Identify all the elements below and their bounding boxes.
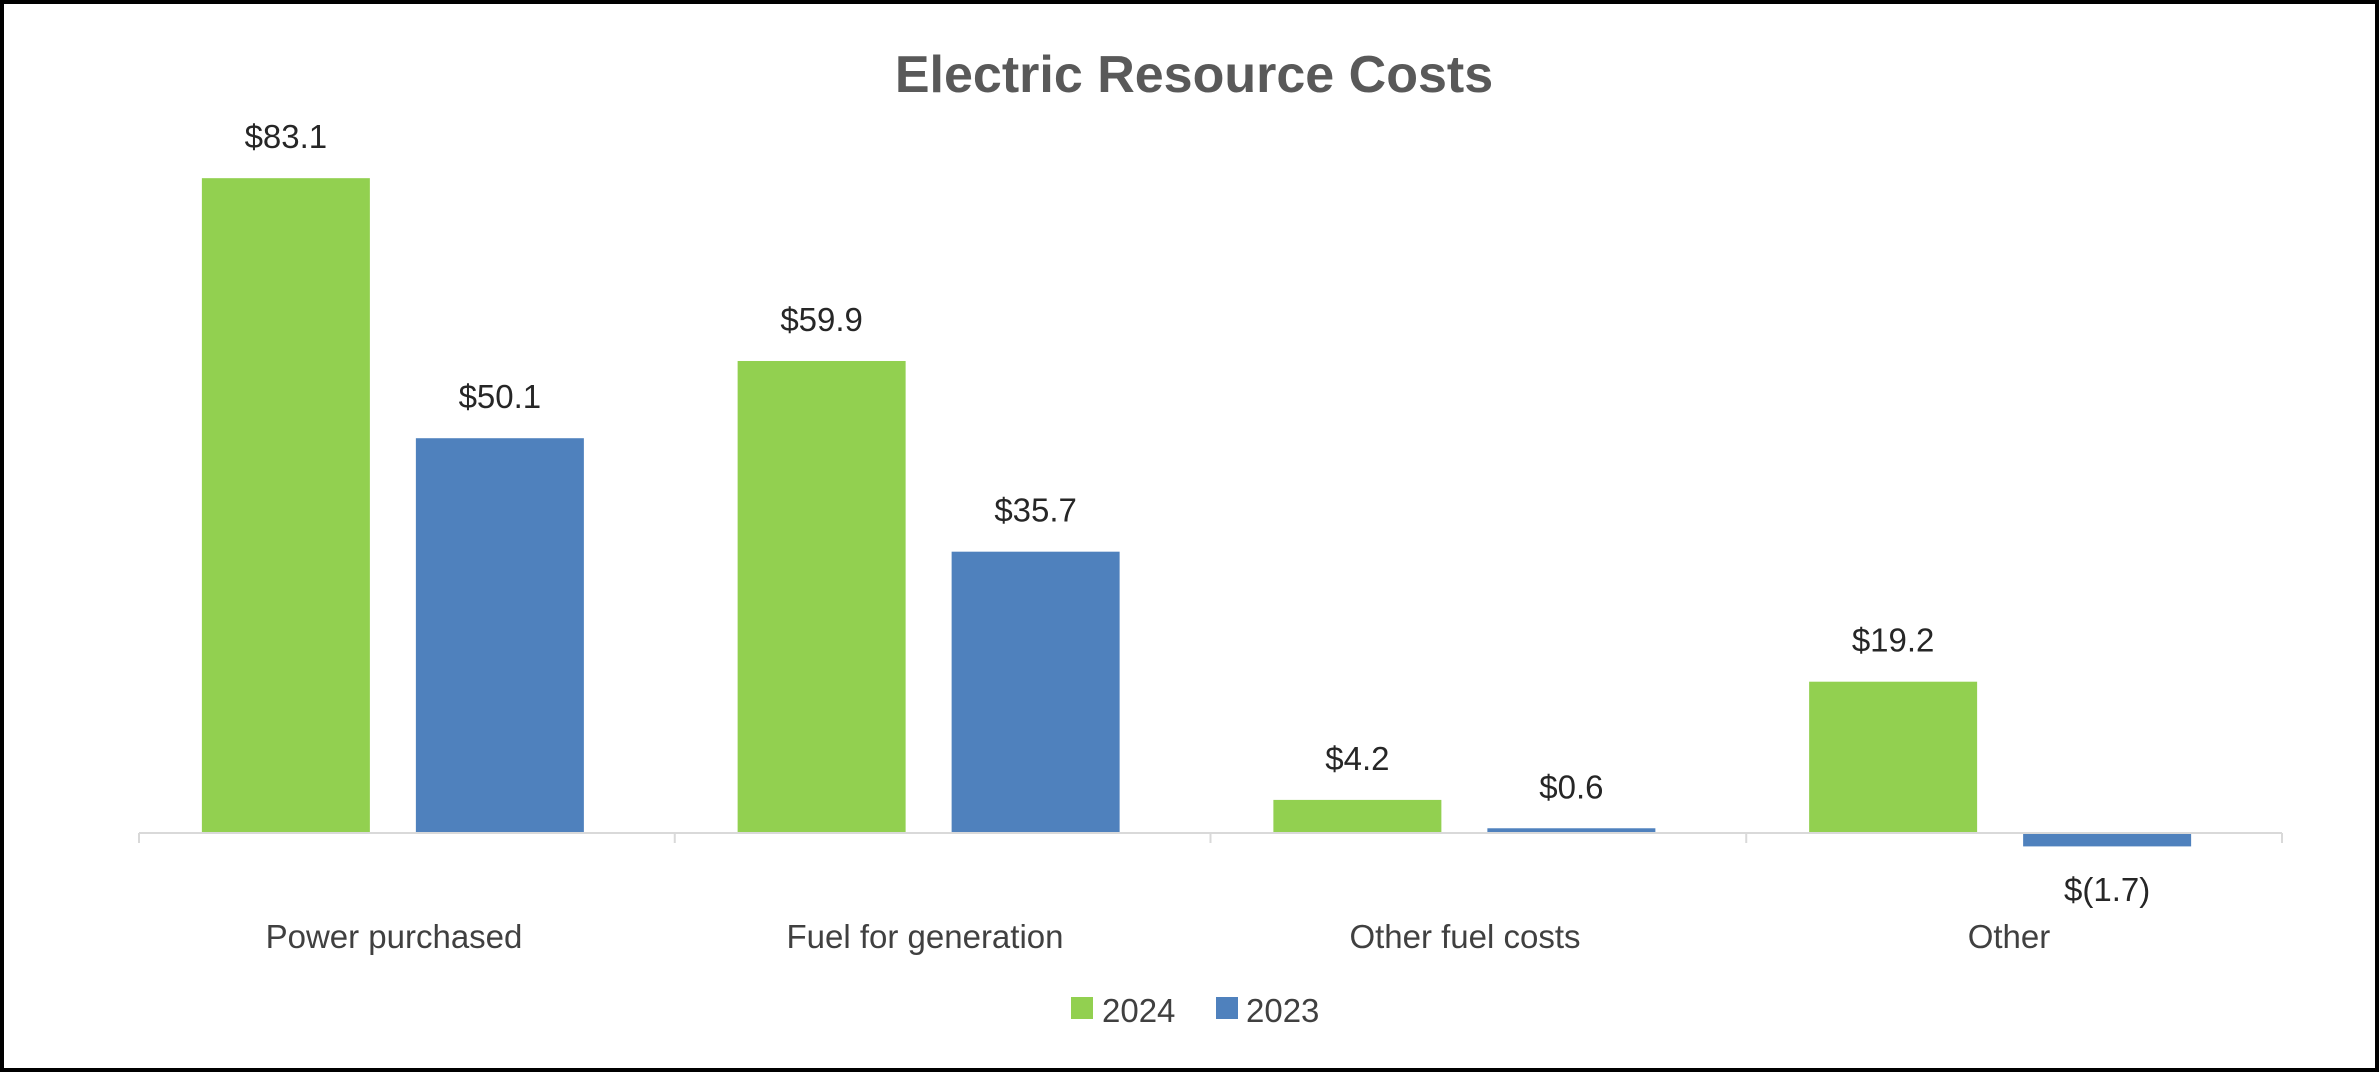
category-label-other-fuel-costs: Other fuel costs (1349, 918, 1580, 955)
bar-2023-other-fuel-costs (1487, 828, 1656, 833)
bar-2023-other (2023, 833, 2192, 847)
data-label-2023-fuel-for-generation: $35.7 (994, 492, 1077, 529)
chart-title: Electric Resource Costs (895, 46, 1493, 104)
legend-label-2024: 2024 (1102, 992, 1175, 1029)
bar-2023-fuel-for-generation (951, 551, 1120, 833)
legend-swatch-2024 (1071, 997, 1093, 1019)
data-label-2023-other: $(1.7) (2064, 871, 2150, 908)
bar-2024-other (1809, 681, 1978, 833)
bar-2024-power-purchased (201, 178, 370, 833)
bar-2023-power-purchased (415, 438, 584, 833)
category-label-fuel-for-generation: Fuel for generation (786, 918, 1063, 955)
bar-chart: Electric Resource Costs $83.1 $59.9 $4.2 $1… (138, 46, 2283, 1029)
legend-swatch-2023 (1216, 997, 1238, 1019)
bar-2024-other-fuel-costs (1273, 799, 1442, 833)
category-label-power-purchased: Power purchased (266, 918, 523, 955)
category-label-other: Other (1968, 918, 2051, 955)
data-label-2024-power-purchased: $83.1 (245, 118, 328, 155)
data-labels-group: $83.1 $59.9 $4.2 $19.2 $50.1 $35.7 $0.6 $(1.7) (245, 118, 2151, 908)
legend-label-2023: 2023 (1246, 992, 1319, 1029)
x-axis-ticks (138, 833, 2283, 843)
data-label-2024-other: $19.2 (1852, 622, 1935, 659)
legend: 2024 2023 (1071, 992, 1319, 1029)
data-label-2023-other-fuel-costs: $0.6 (1539, 768, 1603, 805)
bar-2024-fuel-for-generation (737, 360, 906, 833)
bars-group (201, 178, 2192, 847)
data-label-2024-fuel-for-generation: $59.9 (780, 301, 863, 338)
data-label-2024-other-fuel-costs: $4.2 (1325, 740, 1389, 777)
data-label-2023-power-purchased: $50.1 (459, 378, 542, 415)
